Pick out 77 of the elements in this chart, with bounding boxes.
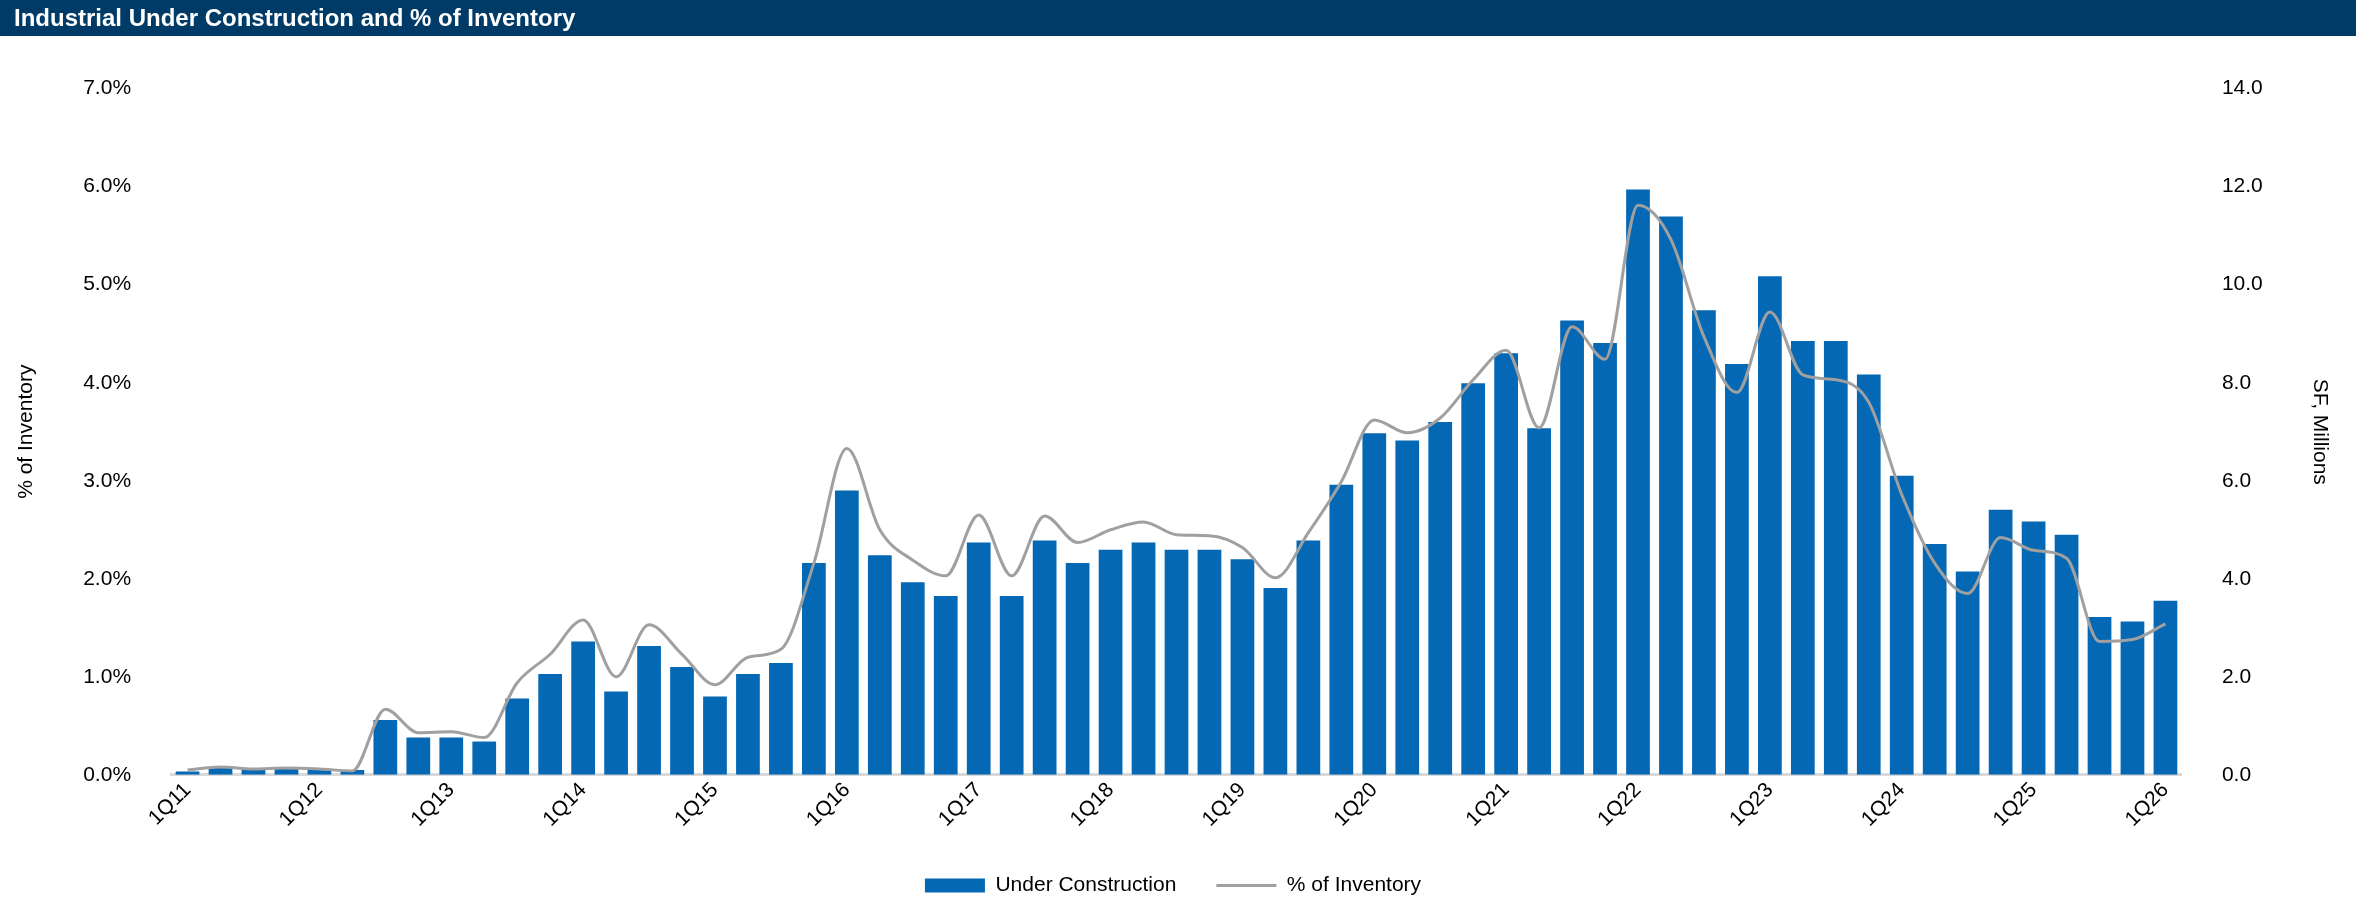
bar (1988, 509, 2013, 775)
y-tick-label: 3.0% (83, 467, 132, 491)
bar (1032, 540, 1057, 775)
bar (1494, 353, 1519, 775)
bar (933, 595, 958, 775)
bar (1230, 559, 1255, 775)
bar (1296, 540, 1321, 775)
bar (802, 563, 826, 775)
y2-tick-label: 14.0 (2221, 75, 2263, 99)
bar (2087, 617, 2112, 775)
y-tick-label: 1.0% (83, 663, 132, 687)
legend-label: Under Construction (995, 872, 1177, 896)
y-tick-label: 0.0% (83, 761, 132, 785)
y-axis-title: % of Inventory (13, 364, 37, 499)
y2-tick-label: 10.0 (2221, 271, 2263, 295)
y2-tick-label: 12.0 (2221, 173, 2263, 197)
bar (2054, 534, 2079, 775)
bar (966, 542, 991, 775)
bar (900, 582, 925, 775)
bar (867, 555, 892, 775)
bar (1856, 374, 1881, 775)
bar (472, 741, 497, 775)
bar (1263, 588, 1288, 775)
y2-tick-label: 2.0 (2221, 663, 2252, 687)
bar (538, 673, 563, 775)
y2-tick-label: 6.0 (2221, 467, 2252, 491)
legend-label: % of Inventory (1286, 872, 1422, 896)
bar (373, 719, 398, 775)
bar (1889, 475, 1914, 775)
bar (1626, 189, 1650, 775)
bar (1955, 571, 1980, 775)
y2-tick-label: 0.0 (2221, 761, 2252, 785)
bar (1131, 542, 1156, 775)
y2-tick-label: 8.0 (2221, 369, 2252, 393)
bar (703, 696, 727, 775)
bar (1725, 364, 1749, 775)
y-tick-label: 4.0% (83, 369, 132, 393)
y-tick-label: 7.0% (83, 75, 132, 99)
bar (1395, 440, 1420, 775)
bar (1790, 341, 1815, 775)
bar (604, 691, 628, 775)
bar (1758, 276, 1782, 775)
bar (1461, 383, 1486, 775)
bar (2120, 621, 2145, 775)
bar (1692, 310, 1716, 775)
bar (1593, 343, 1617, 775)
bar (571, 641, 595, 775)
y2-axis-title: SF, Millions (2309, 378, 2333, 485)
bar (1164, 549, 1189, 775)
bar (834, 490, 859, 775)
bar (1823, 341, 1848, 775)
bar (1098, 549, 1123, 775)
bar (406, 737, 431, 775)
bar (2153, 600, 2178, 775)
bar (2021, 521, 2046, 775)
y2-tick-label: 4.0 (2221, 565, 2252, 589)
y-tick-label: 5.0% (83, 271, 132, 295)
bar (1527, 428, 1551, 775)
bar (1329, 484, 1354, 775)
bar (505, 698, 530, 775)
bar (1560, 320, 1584, 775)
line-series (186, 203, 2167, 773)
bar (1659, 216, 1683, 775)
bar (999, 595, 1024, 775)
bar (1428, 421, 1453, 775)
bar (1065, 563, 1090, 775)
bar (1362, 433, 1387, 775)
bar (670, 667, 694, 775)
y-tick-label: 6.0% (83, 173, 132, 197)
bar (1922, 543, 1947, 775)
bar (637, 645, 661, 775)
bar (769, 663, 793, 775)
bar (1197, 549, 1222, 775)
chart-title: Industrial Under Construction and % of Inventory (0, 0, 2356, 36)
bar (439, 737, 464, 775)
y-tick-label: 2.0% (83, 565, 132, 589)
bar (736, 673, 760, 775)
